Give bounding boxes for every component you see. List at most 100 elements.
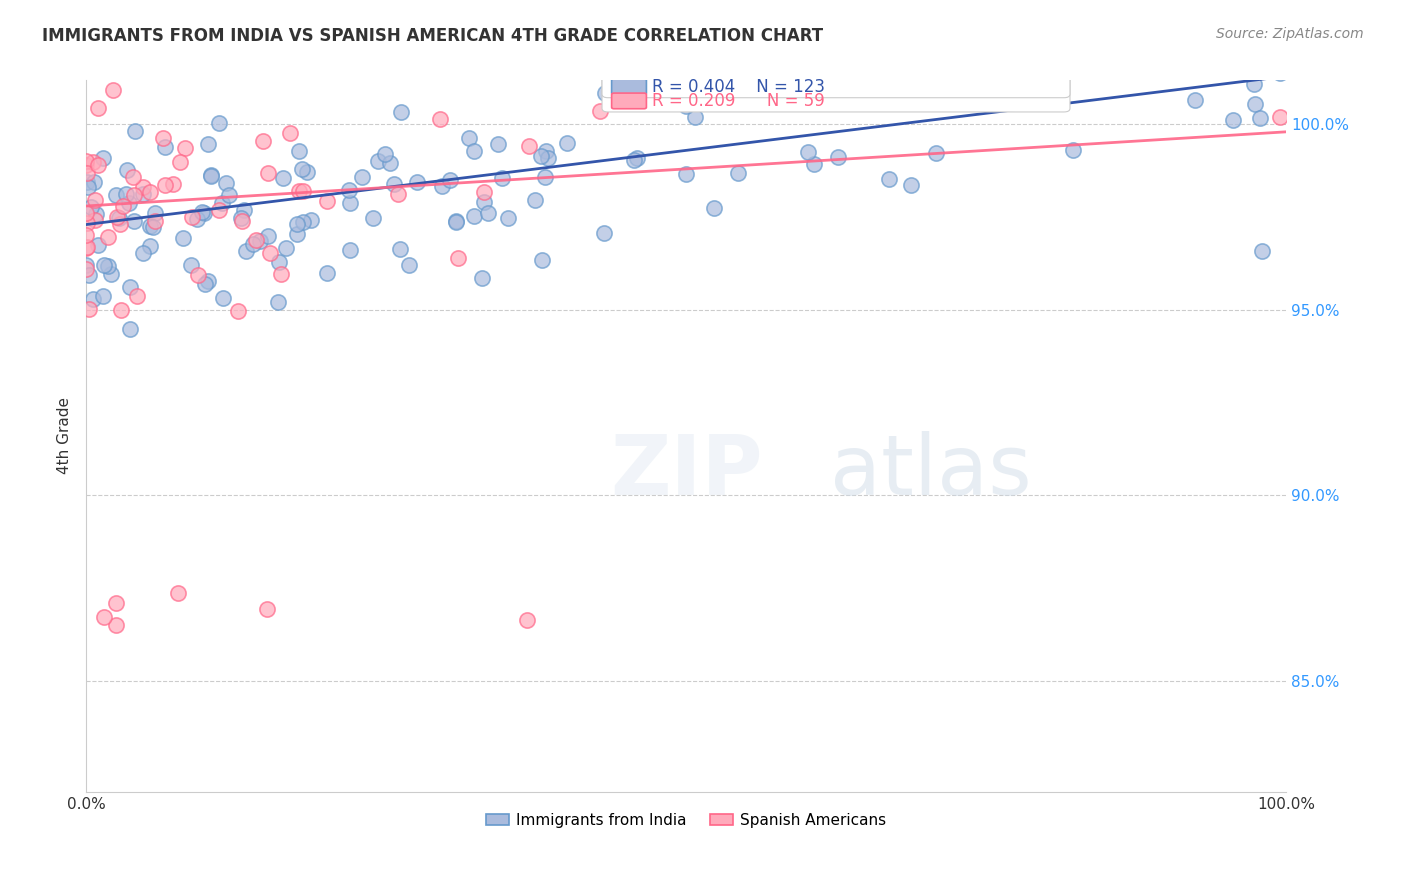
Point xyxy=(444,213,467,227)
Text: IMMIGRANTS FROM INDIA VS SPANISH AMERICAN 4TH GRADE CORRELATION CHART: IMMIGRANTS FROM INDIA VS SPANISH AMERICA… xyxy=(42,27,824,45)
Point xyxy=(1184,94,1206,108)
Point xyxy=(1268,66,1291,80)
Point xyxy=(87,102,110,116)
Point xyxy=(245,234,267,248)
Point xyxy=(685,110,707,124)
Point xyxy=(87,158,110,172)
Point xyxy=(256,602,278,616)
Point xyxy=(153,140,176,154)
Text: R = 0.209      N = 59: R = 0.209 N = 59 xyxy=(652,92,825,110)
Point xyxy=(517,138,540,153)
Point xyxy=(446,251,468,265)
Point xyxy=(285,227,308,241)
Point xyxy=(108,217,131,231)
Point xyxy=(534,144,557,158)
Point xyxy=(208,116,231,130)
Point xyxy=(162,177,184,191)
Point xyxy=(339,243,361,257)
Point xyxy=(297,165,319,179)
Point xyxy=(877,171,900,186)
Legend: Immigrants from India, Spanish Americans: Immigrants from India, Spanish Americans xyxy=(479,807,893,834)
Point xyxy=(458,131,481,145)
Point xyxy=(87,237,110,252)
Point xyxy=(226,303,249,318)
Point xyxy=(797,145,820,160)
Point xyxy=(593,226,616,240)
Point xyxy=(523,193,546,207)
Point xyxy=(118,322,141,336)
Point xyxy=(749,59,772,73)
Point xyxy=(174,141,197,155)
Point xyxy=(1249,111,1271,125)
Point xyxy=(463,145,485,159)
Point xyxy=(555,136,578,150)
Point xyxy=(925,146,948,161)
Point xyxy=(276,241,298,255)
Point xyxy=(398,258,420,272)
Point xyxy=(267,295,290,310)
Point xyxy=(477,206,499,220)
Point xyxy=(186,212,208,227)
Point xyxy=(252,134,274,148)
Point xyxy=(1268,110,1291,124)
Point xyxy=(200,169,222,183)
Point xyxy=(803,157,825,171)
Point xyxy=(211,196,233,211)
Text: R = 0.404    N = 123: R = 0.404 N = 123 xyxy=(652,78,825,95)
Point xyxy=(197,136,219,151)
Point xyxy=(242,237,264,252)
Text: atlas: atlas xyxy=(830,431,1032,512)
Point xyxy=(215,176,238,190)
Point xyxy=(291,162,314,177)
Point xyxy=(626,151,648,165)
Point xyxy=(589,103,612,118)
Point xyxy=(980,33,1002,47)
Point xyxy=(288,184,311,198)
Point xyxy=(623,153,645,167)
Point xyxy=(139,185,162,199)
Point xyxy=(339,195,361,210)
Point xyxy=(91,151,114,165)
Point xyxy=(249,235,271,249)
Point xyxy=(267,255,290,269)
Point xyxy=(491,171,513,186)
Text: Source: ZipAtlas.com: Source: ZipAtlas.com xyxy=(1216,27,1364,41)
Point xyxy=(75,241,97,255)
Point xyxy=(533,169,555,184)
Point xyxy=(1164,22,1187,37)
Point xyxy=(143,214,166,228)
Point xyxy=(180,259,202,273)
Point xyxy=(531,253,554,268)
Point xyxy=(75,153,97,168)
Point xyxy=(76,175,98,189)
Point xyxy=(218,188,240,202)
Point xyxy=(75,227,97,242)
Point xyxy=(595,87,617,101)
Point xyxy=(122,169,145,184)
Point xyxy=(139,238,162,252)
Point xyxy=(75,158,97,172)
Point xyxy=(115,186,138,201)
Point xyxy=(208,202,231,217)
Point xyxy=(105,210,128,224)
Point xyxy=(1243,77,1265,91)
Point xyxy=(212,291,235,305)
Point xyxy=(120,279,142,293)
Point xyxy=(231,214,253,228)
Point xyxy=(350,169,373,184)
Point xyxy=(180,210,202,224)
Point xyxy=(388,242,411,256)
Y-axis label: 4th Grade: 4th Grade xyxy=(58,398,72,475)
Point xyxy=(142,220,165,235)
Point xyxy=(374,147,396,161)
Point xyxy=(143,206,166,220)
Point xyxy=(124,124,146,138)
Point xyxy=(1222,112,1244,127)
Point xyxy=(155,178,177,193)
Point xyxy=(472,186,495,200)
Point xyxy=(93,289,115,303)
Point xyxy=(315,266,337,280)
Point xyxy=(115,162,138,177)
Point xyxy=(167,586,190,600)
Point xyxy=(83,175,105,189)
